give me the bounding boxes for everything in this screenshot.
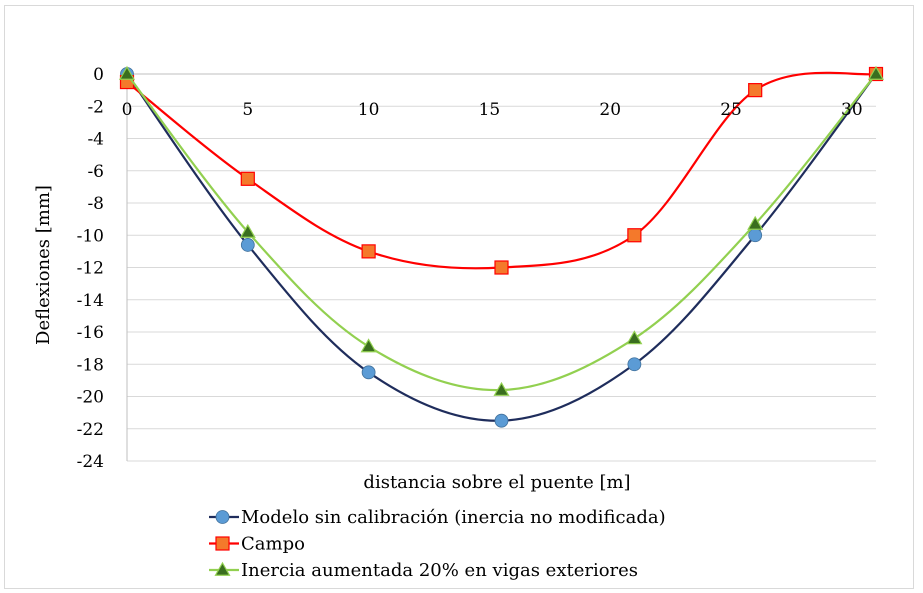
x-tick-label: 0 <box>122 100 133 120</box>
y-tick-label: -24 <box>77 452 104 472</box>
x-axis-title: distancia sobre el puente [m] <box>363 472 630 493</box>
tick-labels: 0 -2 -4 -6 -8 -10 -12 -14 -16 -18 -20 -22 -24 0 5 10 15 2… <box>77 65 863 472</box>
y-tick-label: -4 <box>87 130 104 150</box>
data-point <box>361 244 376 259</box>
data-point <box>118 65 136 80</box>
y-tick-label: -22 <box>77 420 104 440</box>
legend-marker <box>215 510 230 524</box>
legend-item: Modelo sin calibración (inercia no modif… <box>209 507 666 528</box>
y-tick-label: -12 <box>77 259 104 279</box>
legend-label: Campo <box>241 534 305 555</box>
data-point <box>627 357 642 372</box>
legend-marker <box>214 561 231 576</box>
data-point <box>747 215 764 230</box>
x-tick-label: 15 <box>479 100 501 120</box>
data-point <box>493 381 510 396</box>
data-point <box>627 228 642 243</box>
y-tick-label: -6 <box>87 162 104 182</box>
legend-label: Inercia aumentada 20% en vigas exteriore… <box>241 560 638 581</box>
x-tick-label: 10 <box>358 100 380 120</box>
y-tick-label: -2 <box>87 97 104 117</box>
chart-frame <box>4 5 914 589</box>
data-point <box>748 228 763 243</box>
y-axis-title: Deflexiones [mm] <box>33 185 54 345</box>
series-line <box>126 73 877 422</box>
x-tick-label: 30 <box>841 100 863 120</box>
axes <box>126 73 876 461</box>
legend: Modelo sin calibración (inercia no modif… <box>209 507 666 581</box>
data-point <box>748 83 763 98</box>
data-point <box>360 338 377 353</box>
y-tick-label: 0 <box>93 65 104 85</box>
legend-item: Inercia aumentada 20% en vigas exteriore… <box>209 560 638 581</box>
data-point <box>239 223 256 238</box>
series-3 <box>118 65 885 396</box>
legend-label: Modelo sin calibración (inercia no modif… <box>241 507 666 528</box>
legend-item: Campo <box>209 534 305 555</box>
y-tick-label: -20 <box>77 388 104 408</box>
data-point <box>626 330 643 345</box>
y-tick-label: -14 <box>77 291 104 311</box>
data-point <box>494 260 509 275</box>
data-point <box>494 413 509 428</box>
series-1 <box>120 67 883 428</box>
gridlines <box>127 105 876 462</box>
legend-marker <box>215 536 230 551</box>
data-point <box>867 65 885 80</box>
x-tick-label: 20 <box>599 100 621 120</box>
y-tick-label: -16 <box>77 323 104 343</box>
y-tick-label: -10 <box>77 226 104 246</box>
series-line <box>126 73 877 392</box>
x-tick-label: 25 <box>720 100 742 120</box>
data-point <box>240 171 255 186</box>
data-point <box>361 365 376 380</box>
data-point <box>240 238 255 252</box>
series-group <box>118 65 885 428</box>
x-tick-label: 5 <box>242 100 253 120</box>
y-tick-label: -8 <box>87 194 104 214</box>
y-tick-label: -18 <box>77 355 104 375</box>
